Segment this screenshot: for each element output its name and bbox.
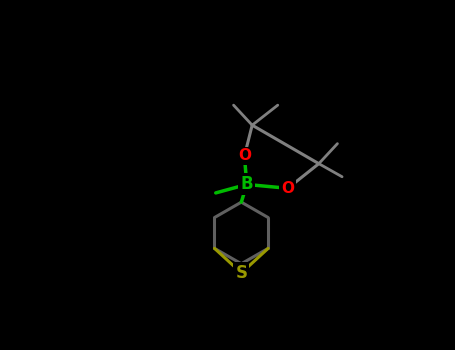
Text: O: O	[238, 148, 251, 163]
Text: S: S	[235, 264, 248, 282]
Text: B: B	[240, 175, 253, 194]
Text: O: O	[281, 181, 294, 196]
